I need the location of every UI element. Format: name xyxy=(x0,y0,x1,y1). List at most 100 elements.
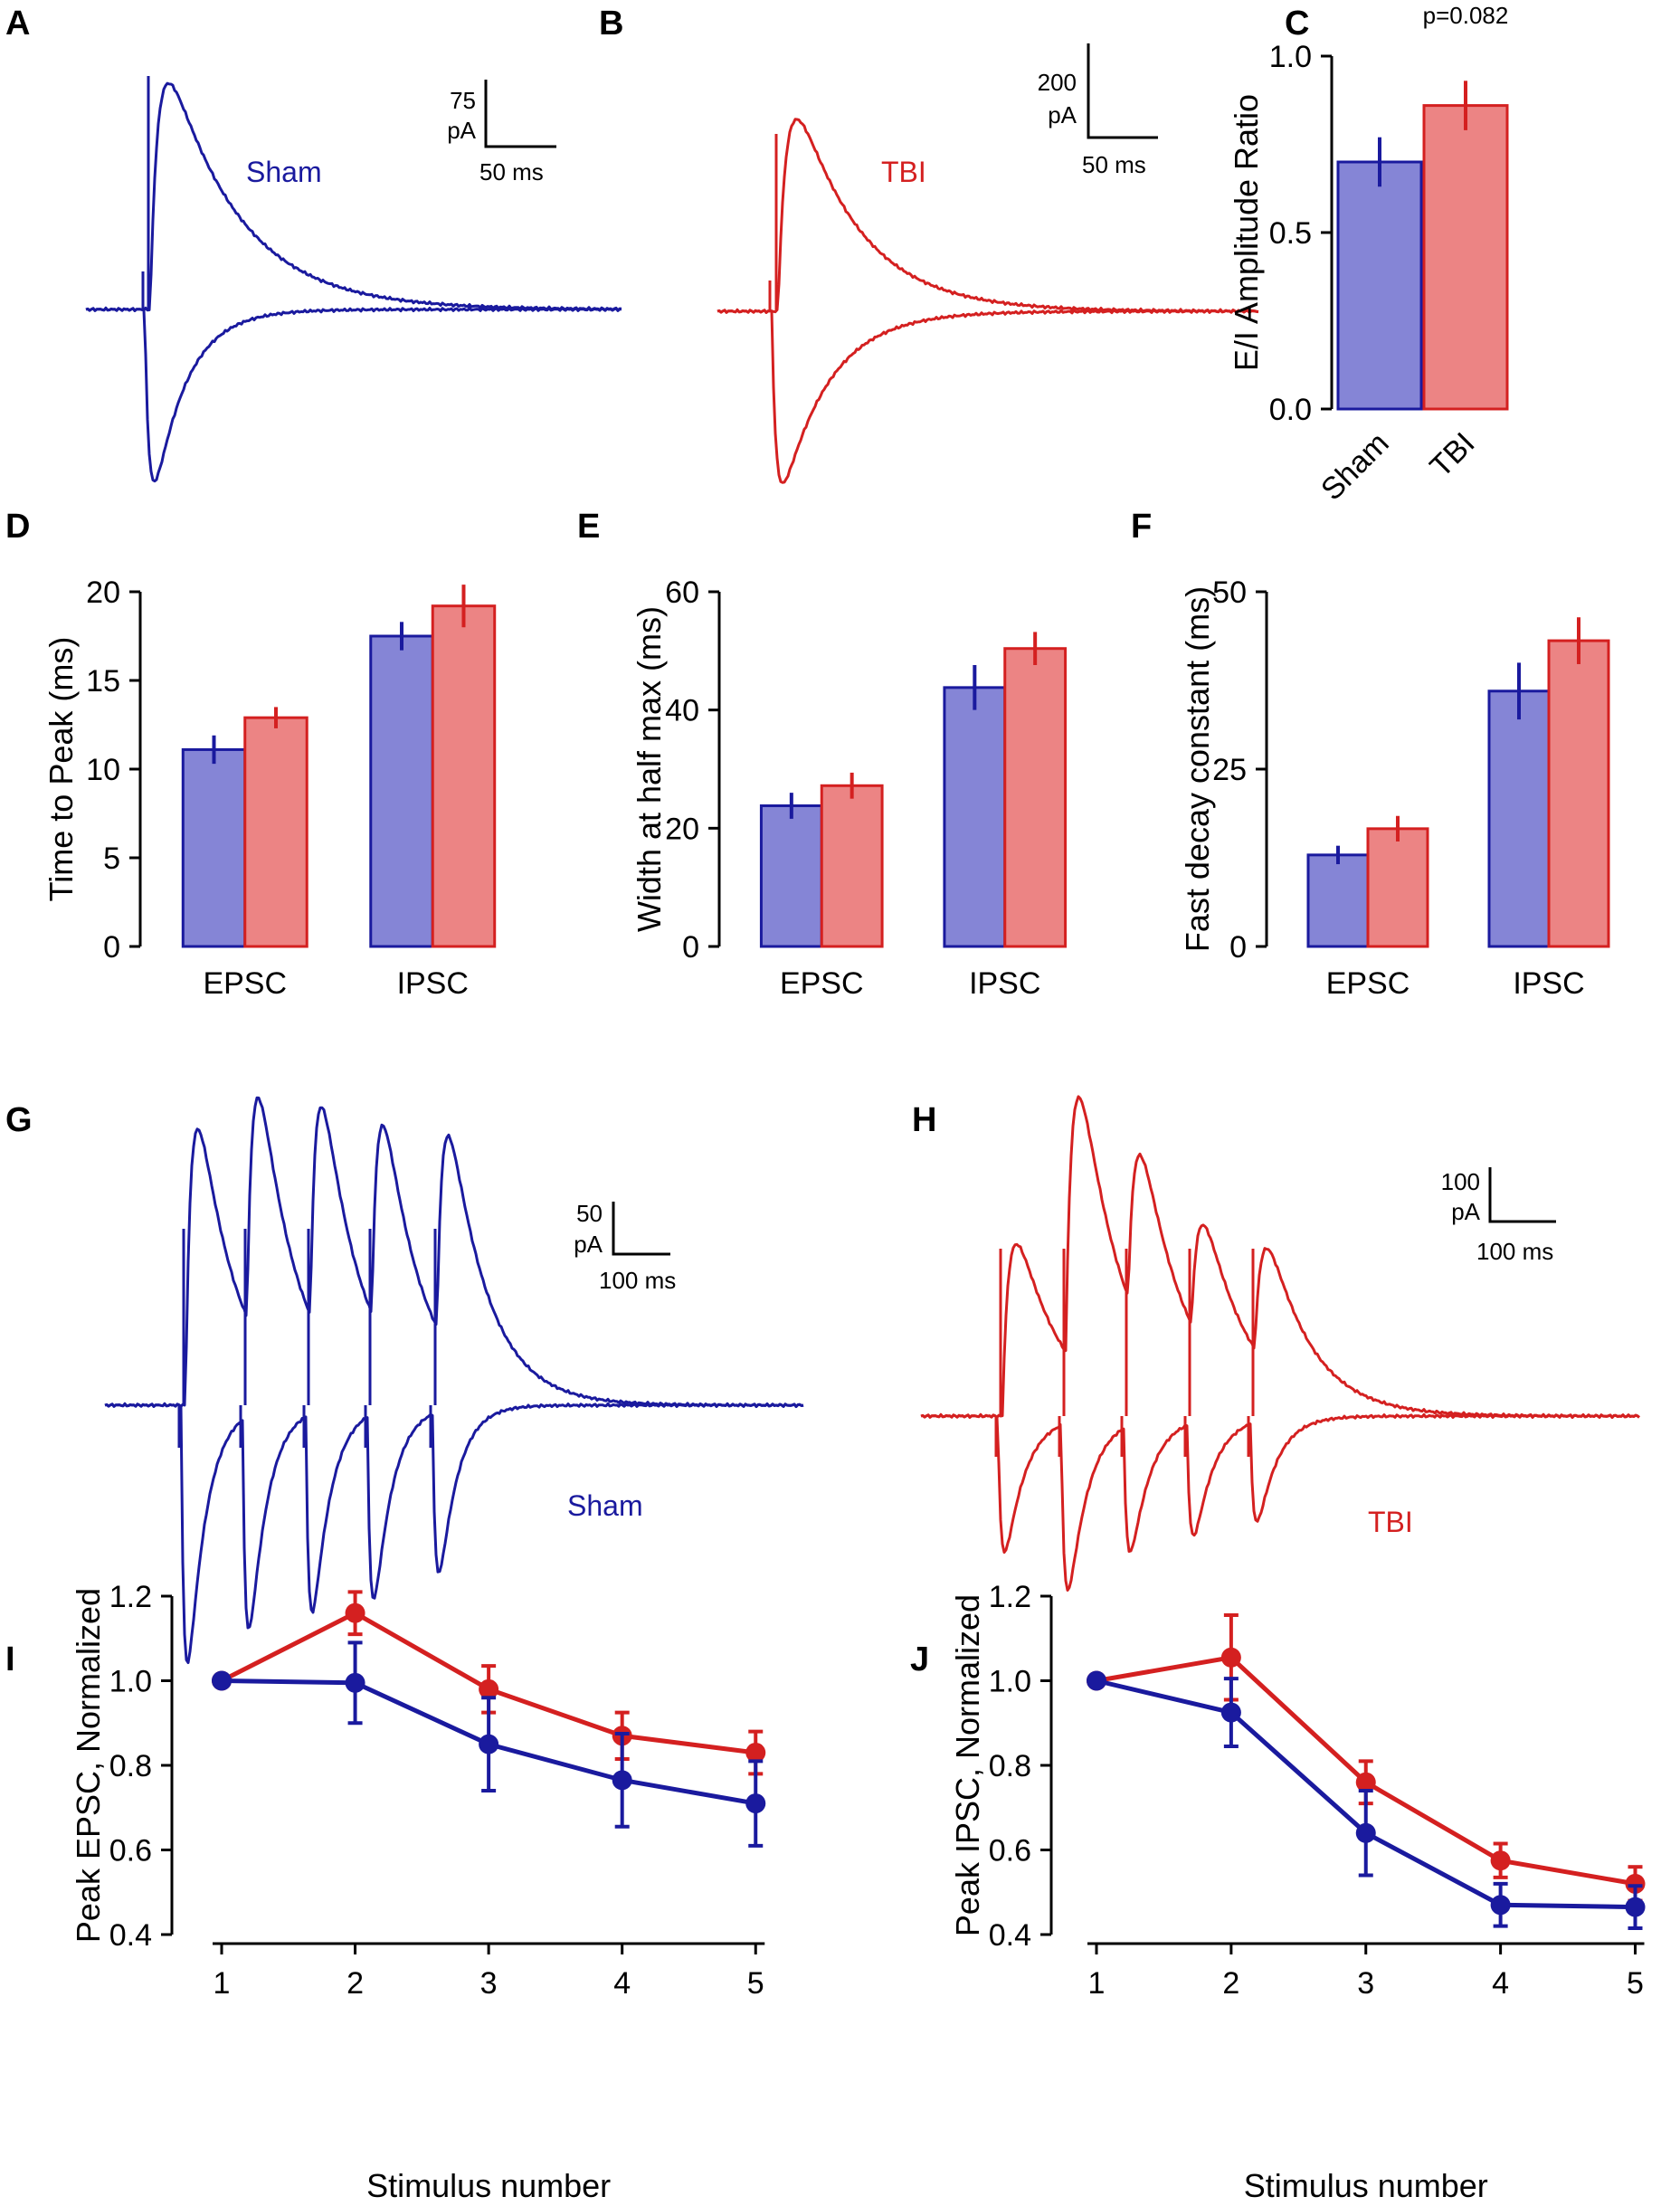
trace-ipsc-train-sham xyxy=(104,1402,804,1664)
x-tick-label: 4 xyxy=(1492,1966,1509,2001)
trace-epsc-train-sham xyxy=(104,1096,804,1408)
y-tick-label: 15 xyxy=(86,664,120,699)
bar-sham-ipsc xyxy=(369,634,434,948)
scale-y-unit: pA xyxy=(1048,101,1077,128)
scale-y-unit: pA xyxy=(574,1231,603,1258)
panel-g: G Sham 50 pA 100 ms xyxy=(5,1096,804,1664)
scale-y-value: 200 xyxy=(1038,69,1077,96)
y-tick-label: 1.2 xyxy=(109,1580,152,1614)
bar-sham-epsc xyxy=(1306,853,1370,948)
x-category-label: IPSC xyxy=(1513,966,1584,1001)
x-category-label: Sham xyxy=(1315,426,1396,508)
y-tick-label: 10 xyxy=(86,753,120,787)
x-tick-label: 3 xyxy=(480,1966,498,2001)
panel-letter-g: G xyxy=(5,1101,33,1139)
scale-x-label: 100 ms xyxy=(599,1267,676,1294)
y-tick-label: 0.8 xyxy=(109,1749,152,1783)
scale-y-value: 100 xyxy=(1441,1168,1480,1195)
y-tick-label: 0 xyxy=(103,930,120,965)
y-tick-label: 0 xyxy=(1229,930,1247,965)
y-tick-label: 1.2 xyxy=(989,1580,1031,1614)
trace-ipsc-tbi xyxy=(717,281,1259,484)
point-sham xyxy=(212,1670,232,1691)
chart-j-peak-ipsc: 1 2 3 4 5 Stimulus number 0.4 0.6 0.8 1.0 1.2Peak … xyxy=(949,1580,1646,2204)
x-tick-label: 1 xyxy=(214,1966,231,2001)
condition-label-sham: Sham xyxy=(246,156,322,188)
panel-letter-i: I xyxy=(5,1640,15,1678)
y-tick-label: 0.6 xyxy=(109,1834,152,1868)
y-tick-label: 20 xyxy=(665,812,699,846)
point-sham xyxy=(1087,1670,1106,1691)
panel-letter-e: E xyxy=(577,508,600,546)
x-category-label: EPSC xyxy=(780,966,864,1001)
bar-tbi-epsc xyxy=(820,784,884,948)
y-tick-label: 1.0 xyxy=(109,1665,152,1699)
condition-label-tbi: TBI xyxy=(1368,1506,1413,1538)
y-tick-label: 1.0 xyxy=(1269,40,1312,74)
y-tick-label: 0.5 xyxy=(1269,216,1312,251)
x-axis-title: Stimulus number xyxy=(1244,2167,1488,2204)
y-axis-title: Time to Peak (ms) xyxy=(43,637,80,902)
panel-letter-d: D xyxy=(5,508,30,546)
trace-ipsc-sham xyxy=(85,271,622,483)
point-tbi xyxy=(1220,1647,1241,1668)
panel-letter-h: H xyxy=(912,1101,936,1139)
bar-tbi-epsc xyxy=(243,716,308,948)
p-value-annotation: p=0.082 xyxy=(1423,2,1509,29)
y-tick-label: 5 xyxy=(103,842,120,876)
x-tick-label: 5 xyxy=(747,1966,764,2001)
y-tick-label: 40 xyxy=(665,694,699,728)
point-sham xyxy=(1355,1822,1376,1843)
trace-ipsc-train-tbi xyxy=(920,1412,1640,1592)
scale-x-label: 50 ms xyxy=(479,158,544,185)
y-tick-label: 20 xyxy=(86,575,120,610)
x-tick-label: 1 xyxy=(1088,1966,1106,2001)
bar-sham-epsc xyxy=(759,804,823,948)
bar-sham-ipsc xyxy=(943,686,1007,948)
trace-epsc-tbi xyxy=(717,118,1259,314)
x-category-label: EPSC xyxy=(203,966,287,1001)
panel-h: H TBI 100 pA 100 ms xyxy=(912,1095,1640,1592)
panel-letter-a: A xyxy=(5,5,30,43)
point-sham xyxy=(612,1770,632,1791)
scale-y-unit: pA xyxy=(1451,1198,1480,1225)
point-sham xyxy=(1490,1895,1511,1916)
panel-i: I 1 2 3 4 5 Stimulus number 0.4 0.6 0.8 1.0 1.2Pea… xyxy=(5,1580,766,2204)
point-sham xyxy=(479,1734,499,1754)
x-category-label: IPSC xyxy=(397,966,469,1001)
x-tick-label: 4 xyxy=(613,1966,631,2001)
scale-bar-h: 100 pA 100 ms xyxy=(1441,1167,1556,1265)
scale-bar-b: 200 pA 50 ms xyxy=(1038,43,1158,178)
y-tick-label: 0.8 xyxy=(989,1749,1031,1783)
chart-c-ei-ratio: Sham TBI 0.0 0.5 1.0E/I Amplitude Ratio p=0.0… xyxy=(1228,2,1509,508)
x-tick-label: 2 xyxy=(346,1966,364,2001)
scale-y-value: 50 xyxy=(576,1200,603,1227)
scale-y-unit: pA xyxy=(447,117,476,144)
bar-tbi xyxy=(1422,104,1509,411)
condition-label-sham: Sham xyxy=(567,1489,643,1522)
y-axis-title: E/I Amplitude Ratio xyxy=(1228,94,1265,371)
x-tick-label: 5 xyxy=(1627,1966,1644,2001)
point-tbi xyxy=(745,1742,766,1763)
panel-letter-j: J xyxy=(910,1640,929,1678)
point-sham xyxy=(345,1672,365,1693)
bar-sham xyxy=(1336,160,1423,411)
x-tick-label: 2 xyxy=(1222,1966,1239,2001)
x-tick-label: 3 xyxy=(1357,1966,1374,2001)
panel-letter-f: F xyxy=(1131,508,1152,546)
bar-tbi-ipsc xyxy=(431,604,497,948)
y-tick-label: 0.6 xyxy=(989,1834,1031,1868)
x-category-label: TBI xyxy=(1423,426,1481,484)
bar-tbi-ipsc xyxy=(1547,639,1610,948)
scale-bar-g: 50 pA 100 ms xyxy=(574,1200,676,1294)
point-tbi xyxy=(345,1602,365,1623)
bar-sham-ipsc xyxy=(1487,689,1551,948)
y-axis-title: Peak IPSC, Normalized xyxy=(949,1594,986,1936)
scale-x-label: 50 ms xyxy=(1082,151,1146,178)
trace-epsc-train-tbi xyxy=(920,1095,1640,1419)
